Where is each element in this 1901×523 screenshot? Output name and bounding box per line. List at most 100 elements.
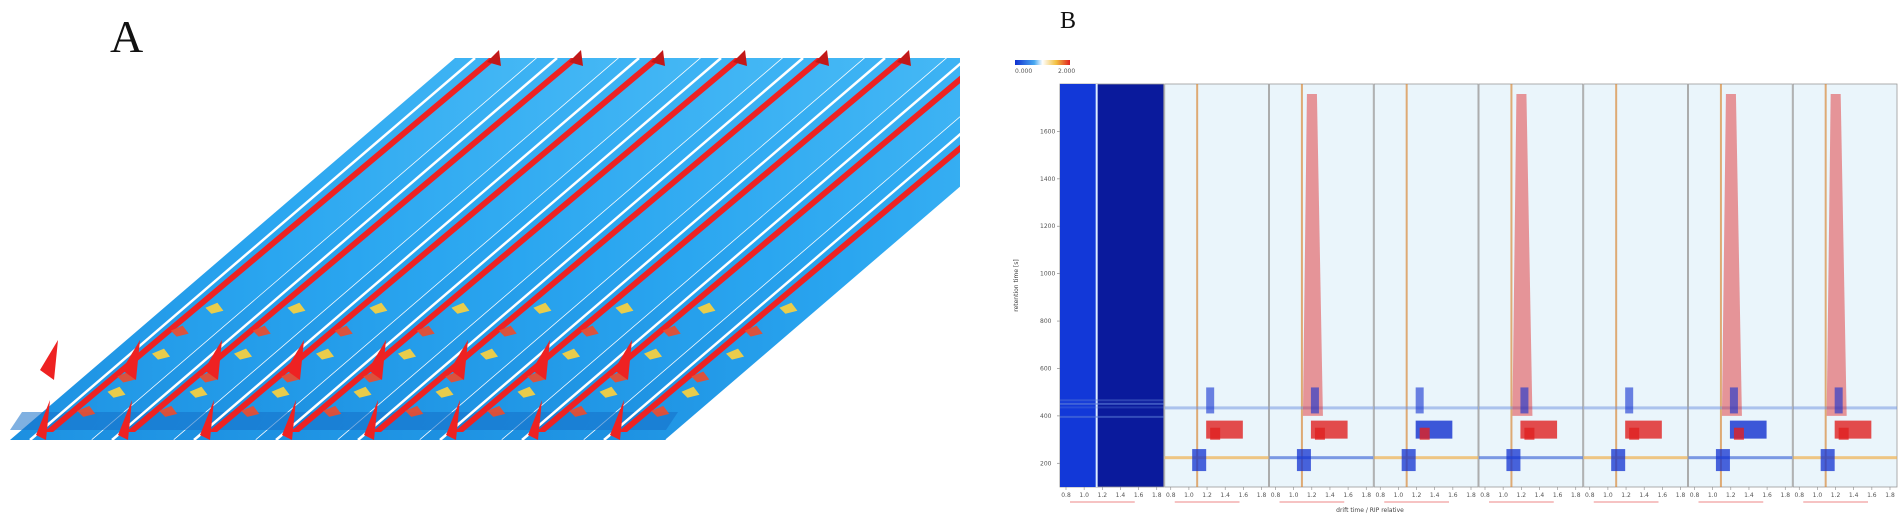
peak-arrow bbox=[528, 400, 542, 440]
horizontal-band bbox=[1164, 406, 1269, 410]
horizontal-band bbox=[1374, 406, 1478, 410]
y-tick-label: 600 bbox=[1040, 365, 1052, 372]
x-tick-label: 1.6 bbox=[1658, 492, 1668, 499]
peak-mark bbox=[287, 302, 306, 314]
signal-blob bbox=[1733, 427, 1744, 440]
sheet-edge-line bbox=[665, 186, 960, 441]
peak-mark bbox=[744, 325, 763, 337]
peak-mark bbox=[697, 302, 716, 314]
colorbar-max-label: 2.000 bbox=[1058, 68, 1075, 75]
peak-mark bbox=[681, 386, 700, 398]
x-tick-label: 0.8 bbox=[1061, 492, 1071, 499]
peak-mark bbox=[189, 386, 208, 398]
rip-ridge-cap bbox=[651, 50, 665, 66]
rip-ridge bbox=[536, 75, 960, 432]
signal-blob bbox=[1206, 387, 1215, 414]
peak-arrow bbox=[200, 400, 214, 440]
x-tick-label: 1.8 bbox=[1257, 492, 1267, 499]
peak-mark bbox=[416, 325, 435, 337]
peak-mark bbox=[569, 405, 588, 417]
x-axis-label: drift time / RIP relative bbox=[1336, 507, 1404, 514]
sheet-separator-line bbox=[603, 132, 960, 441]
peak-arrow bbox=[286, 340, 304, 380]
x-tick-label: 1.4 bbox=[1849, 492, 1859, 499]
peak-mark bbox=[271, 386, 290, 398]
x-tick-label: 0.8 bbox=[1375, 492, 1385, 499]
peak-arrow bbox=[532, 340, 550, 380]
x-tick-label: 1.6 bbox=[1343, 492, 1353, 499]
dark-band bbox=[174, 412, 268, 430]
dark-band bbox=[502, 412, 596, 430]
y-tick-label: 400 bbox=[1040, 413, 1052, 420]
x-tick-label: 0.8 bbox=[1585, 492, 1595, 499]
signal-blob bbox=[1506, 449, 1521, 472]
reference-band bbox=[1060, 406, 1164, 409]
dark-band bbox=[256, 412, 350, 430]
signal-blob bbox=[1729, 387, 1738, 414]
peak-arrow bbox=[364, 400, 378, 440]
peak-mark bbox=[405, 405, 424, 417]
x-tick-label: 1.6 bbox=[1762, 492, 1772, 499]
horizontal-band bbox=[1793, 456, 1897, 460]
dark-band bbox=[92, 412, 186, 430]
peak-mark bbox=[644, 348, 662, 360]
rip-line bbox=[1824, 84, 1827, 487]
x-tick-label: 1.8 bbox=[1676, 492, 1686, 499]
horizontal-band bbox=[1583, 456, 1688, 460]
x-tick-label: 1.4 bbox=[1430, 492, 1440, 499]
x-tick-label: 1.0 bbox=[1813, 492, 1823, 499]
colorbar bbox=[1015, 60, 1070, 65]
horizontal-band bbox=[1479, 406, 1583, 410]
reference-band bbox=[1060, 402, 1164, 405]
peak-arrow bbox=[610, 400, 624, 440]
peak-mark bbox=[77, 405, 96, 417]
sheet-separator-line bbox=[29, 57, 476, 441]
positive-tail bbox=[1302, 94, 1323, 416]
signal-blob bbox=[1820, 449, 1835, 472]
peak-arrow bbox=[40, 340, 58, 380]
peak-arrow bbox=[368, 340, 386, 380]
peak-mark bbox=[562, 348, 580, 360]
peak-mark bbox=[205, 302, 224, 314]
y-tick-label: 1000 bbox=[1040, 271, 1055, 278]
reference-band bbox=[1060, 399, 1164, 402]
rip-line bbox=[1615, 84, 1618, 487]
rip-ridge-cap bbox=[569, 50, 583, 66]
x-tick-label: 1.2 bbox=[1412, 492, 1422, 499]
x-tick-label: 0.8 bbox=[1480, 492, 1490, 499]
peak-arrow bbox=[36, 400, 50, 440]
peak-mark bbox=[487, 405, 506, 417]
x-tick-label: 1.4 bbox=[1744, 492, 1754, 499]
rip-ridge bbox=[372, 58, 826, 432]
signal-blob bbox=[1419, 427, 1430, 440]
peak-arrow bbox=[450, 340, 468, 380]
reference-left-band bbox=[1060, 84, 1097, 487]
signal-blob bbox=[1524, 427, 1535, 440]
peak-mark bbox=[369, 302, 388, 314]
rip-ridge-cap bbox=[815, 50, 829, 66]
x-tick-label: 1.6 bbox=[1239, 492, 1249, 499]
dark-band bbox=[338, 412, 432, 430]
x-tick-label: 1.8 bbox=[1780, 492, 1790, 499]
sheet-separator-line bbox=[111, 57, 558, 441]
rip-ridge bbox=[618, 144, 960, 432]
x-tick-label: 1.0 bbox=[1394, 492, 1404, 499]
x-tick-label: 1.4 bbox=[1325, 492, 1335, 499]
peak-mark bbox=[435, 386, 454, 398]
panel-a-label: A bbox=[110, 11, 144, 62]
peak-mark bbox=[599, 386, 618, 398]
x-tick-label: 1.2 bbox=[1202, 492, 1212, 499]
peak-mark bbox=[334, 325, 353, 337]
dark-band bbox=[584, 412, 678, 430]
horizontal-band bbox=[1479, 456, 1583, 460]
positive-tail bbox=[1826, 94, 1847, 416]
peak-mark bbox=[353, 386, 372, 398]
peak-mark bbox=[580, 325, 599, 337]
peak-mark bbox=[241, 405, 260, 417]
y-axis-label: retention time [s] bbox=[1013, 259, 1020, 312]
peak-mark bbox=[615, 302, 634, 314]
peak-arrow bbox=[282, 400, 296, 440]
x-tick-label: 1.0 bbox=[1708, 492, 1718, 499]
signal-blob bbox=[1310, 387, 1319, 414]
rip-line bbox=[1405, 84, 1408, 487]
